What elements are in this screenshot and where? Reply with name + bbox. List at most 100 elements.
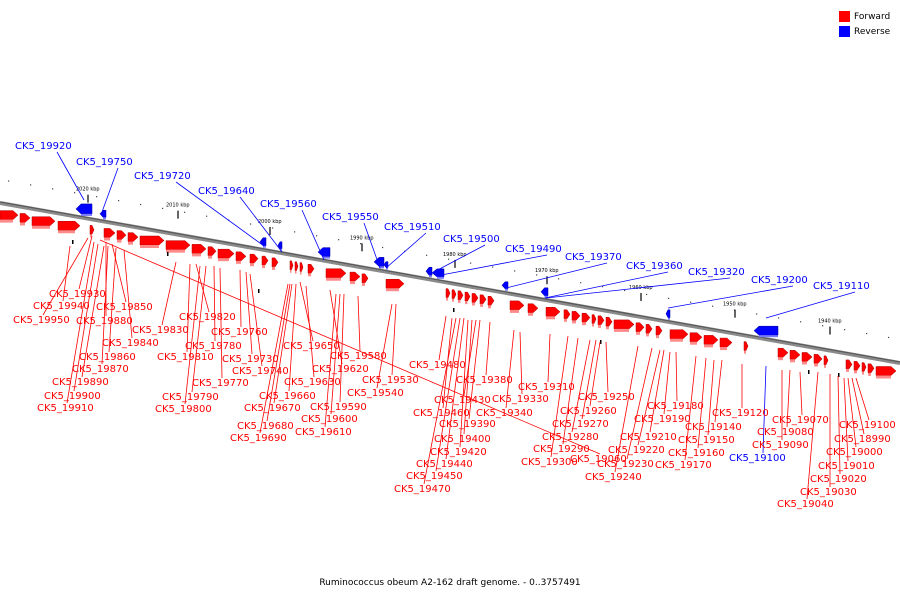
forward-gene-shadow — [592, 323, 594, 327]
reverse-gene-label: CK5_19750 — [76, 157, 133, 168]
scale-dot — [140, 203, 142, 206]
forward-gene-label: CK5_19100 — [839, 420, 896, 431]
forward-gene-arrow — [385, 278, 405, 289]
reverse-gene-label: CK5_19110 — [813, 281, 870, 292]
forward-gene-label: CK5_19660 — [259, 391, 316, 402]
reverse-gene-label: CK5_19640 — [198, 186, 255, 197]
forward-gene-shadow — [0, 219, 13, 223]
legend-reverse: Reverse — [839, 24, 890, 39]
reverse-gene-arrow — [425, 267, 433, 276]
forward-gene-label: CK5_19530 — [362, 375, 419, 386]
forward-gene-shadow — [606, 326, 609, 330]
forward-gene-label: CK5_19120 — [712, 408, 769, 419]
reverse-gene-arrow — [259, 237, 267, 247]
forward-gene-arrow — [581, 312, 591, 323]
forward-leader-line — [305, 285, 315, 378]
reverse-leader-line — [505, 262, 608, 289]
reverse-leader-line — [101, 167, 119, 213]
forward-gene-arrow — [249, 253, 259, 264]
reverse-leader-line — [762, 365, 767, 454]
forward-gene-label: CK5_19060 — [570, 454, 627, 465]
forward-leader-line — [184, 265, 201, 405]
scale-dot — [382, 246, 384, 249]
forward-gene-label: CK5_19230 — [597, 459, 654, 470]
reverse-leader-line — [429, 244, 486, 275]
forward-gene-label: CK5_19090 — [752, 440, 809, 451]
reverse-gene-arrow — [99, 210, 107, 218]
forward-leader-line — [111, 243, 127, 303]
scale-label: 1980 kbp — [443, 252, 467, 258]
forward-gene-shadow — [528, 312, 533, 316]
forward-gene-arrow — [719, 337, 733, 348]
forward-leader-line — [108, 247, 117, 353]
forward-leader-line — [376, 303, 393, 389]
forward-gene-arrow — [445, 288, 451, 298]
reverse-gene-arrow — [317, 247, 331, 257]
forward-gene-shadow — [452, 298, 454, 302]
forward-gene-label: CK5_19400 — [434, 434, 491, 445]
forward-gene-label: CK5_19270 — [552, 419, 609, 430]
forward-gene-label: CK5_19820 — [179, 312, 236, 323]
reverse-gene-arrow — [277, 241, 283, 250]
reverse-leader-line — [175, 181, 265, 247]
forward-gene-label: CK5_19000 — [826, 447, 883, 458]
scale-dot — [580, 282, 582, 284]
forward-gene-arrow — [116, 230, 127, 240]
reverse-gene-arrow — [540, 287, 549, 297]
forward-leader-line — [799, 371, 803, 416]
scale-dot — [272, 227, 274, 229]
forward-gene-label: CK5_19180 — [647, 401, 704, 412]
reverse-gene-label: CK5_19200 — [751, 275, 808, 286]
scale-dot — [96, 196, 98, 198]
forward-leader-line — [62, 245, 71, 302]
forward-gene-label: CK5_19140 — [685, 422, 742, 433]
reverse-gene-shadow — [323, 256, 330, 259]
misc-feature-mark — [600, 340, 602, 344]
forward-leader-line — [195, 263, 210, 313]
forward-gene-shadow — [564, 318, 567, 322]
forward-leader-line — [589, 341, 601, 407]
reverse-gene-label: CK5_19560 — [260, 199, 317, 210]
forward-gene-shadow — [236, 260, 241, 264]
scale-dot — [426, 254, 428, 256]
forward-gene-label: CK5_19600 — [301, 414, 358, 425]
forward-gene-arrow — [801, 352, 813, 362]
forward-gene-arrow — [165, 240, 191, 250]
forward-leader-line — [675, 351, 678, 402]
forward-gene-arrow — [471, 293, 479, 303]
reverse-gene-arrow — [501, 281, 509, 290]
forward-leader-line — [837, 375, 841, 475]
forward-gene-shadow — [802, 361, 807, 365]
scale-dot — [514, 270, 516, 272]
forward-gene-arrow — [19, 213, 31, 223]
scale-dot — [712, 305, 714, 307]
backbone-line — [0, 201, 900, 365]
reverse-gene-shadow — [263, 245, 266, 248]
forward-gene-arrow — [487, 296, 495, 306]
forward-gene-arrow — [845, 359, 853, 370]
forward-gene-label: CK5_19770 — [192, 378, 249, 389]
forward-gene-arrow — [139, 235, 165, 246]
forward-gene-shadow — [572, 320, 576, 324]
misc-feature-mark — [72, 240, 74, 244]
reverse-gene-label: CK5_19490 — [505, 244, 562, 255]
forward-gene-arrow — [645, 324, 653, 334]
forward-leader-line — [191, 265, 207, 393]
forward-leader-line — [101, 245, 109, 365]
forward-gene-shadow — [272, 266, 275, 270]
reverse-leader-line — [301, 209, 325, 261]
forward-gene-shadow — [446, 297, 448, 301]
scale-dot — [800, 321, 802, 323]
forward-gene-label: CK5_19760 — [211, 327, 268, 338]
misc-feature-mark — [258, 289, 260, 293]
misc-feature-mark — [838, 373, 840, 377]
forward-leader-line — [66, 241, 95, 404]
forward-gene-arrow — [361, 273, 369, 284]
forward-leader-line — [288, 283, 297, 392]
forward-gene-shadow — [386, 288, 399, 292]
genome-backbone — [0, 201, 900, 365]
forward-leader-line — [463, 319, 473, 435]
forward-gene-arrow — [217, 248, 235, 259]
forward-gene-arrow — [635, 322, 645, 333]
forward-gene-shadow — [300, 271, 302, 275]
